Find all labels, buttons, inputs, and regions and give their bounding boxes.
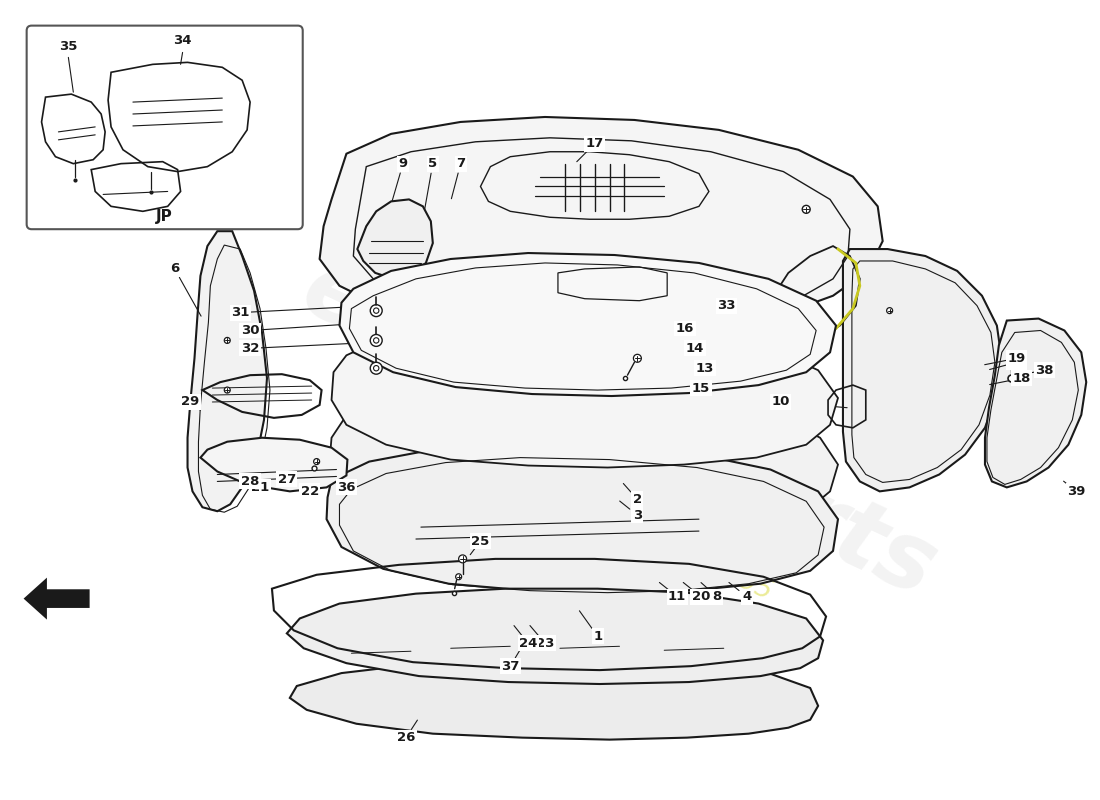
Text: 36: 36	[338, 481, 355, 494]
Polygon shape	[327, 445, 838, 593]
Polygon shape	[289, 658, 818, 740]
Text: 19: 19	[1008, 352, 1026, 365]
Polygon shape	[843, 249, 1002, 491]
Polygon shape	[984, 318, 1087, 487]
Text: 38: 38	[1035, 364, 1054, 377]
Circle shape	[224, 338, 230, 343]
Text: 27: 27	[277, 473, 296, 486]
Text: 2: 2	[632, 493, 642, 506]
Polygon shape	[358, 199, 432, 279]
Text: 34: 34	[174, 34, 191, 47]
Text: a passion for parts since 1995: a passion for parts since 1995	[404, 414, 776, 605]
Text: 37: 37	[502, 660, 519, 673]
Circle shape	[224, 387, 230, 393]
Circle shape	[887, 308, 892, 314]
Text: 32: 32	[241, 342, 260, 355]
Text: 33: 33	[717, 299, 736, 312]
Text: 31: 31	[231, 306, 250, 319]
Text: 4: 4	[742, 590, 751, 603]
FancyBboxPatch shape	[26, 26, 302, 229]
Text: 35: 35	[59, 41, 78, 54]
Text: 3: 3	[632, 509, 642, 522]
Polygon shape	[340, 253, 836, 396]
Circle shape	[634, 354, 641, 362]
Circle shape	[459, 555, 466, 563]
Polygon shape	[187, 231, 267, 511]
Text: 17: 17	[585, 138, 604, 150]
Text: 9: 9	[398, 157, 408, 170]
Text: 25: 25	[472, 534, 490, 547]
Text: 29: 29	[182, 395, 199, 409]
Text: 21: 21	[251, 481, 270, 494]
Polygon shape	[330, 385, 838, 534]
Text: 1: 1	[593, 630, 602, 643]
Text: 11: 11	[668, 590, 686, 603]
Text: 26: 26	[397, 731, 415, 744]
Text: 22: 22	[300, 485, 319, 498]
Text: 16: 16	[675, 322, 694, 335]
Text: 7: 7	[456, 157, 465, 170]
Circle shape	[371, 305, 382, 317]
Text: 8: 8	[712, 590, 722, 603]
Text: 30: 30	[241, 324, 260, 337]
Circle shape	[371, 334, 382, 346]
Text: 24: 24	[519, 637, 537, 650]
Circle shape	[455, 574, 462, 580]
Circle shape	[371, 362, 382, 374]
Text: JP: JP	[156, 209, 173, 224]
Text: 5: 5	[428, 157, 438, 170]
Polygon shape	[25, 581, 88, 617]
Text: 10: 10	[771, 395, 790, 409]
Text: eurocarparts: eurocarparts	[288, 242, 952, 617]
Text: 18: 18	[1012, 372, 1031, 385]
Polygon shape	[200, 438, 348, 491]
Text: 14: 14	[685, 342, 704, 355]
Circle shape	[314, 458, 320, 465]
Polygon shape	[287, 589, 823, 684]
Polygon shape	[320, 117, 882, 337]
Text: 6: 6	[170, 262, 179, 275]
Text: 23: 23	[536, 637, 554, 650]
Text: 15: 15	[692, 382, 711, 394]
Text: 28: 28	[241, 475, 260, 488]
Text: 39: 39	[1067, 485, 1086, 498]
Text: 13: 13	[695, 362, 714, 374]
Text: 12: 12	[1008, 356, 1026, 369]
Polygon shape	[331, 321, 838, 467]
Text: 20: 20	[692, 590, 711, 603]
Circle shape	[802, 206, 811, 214]
